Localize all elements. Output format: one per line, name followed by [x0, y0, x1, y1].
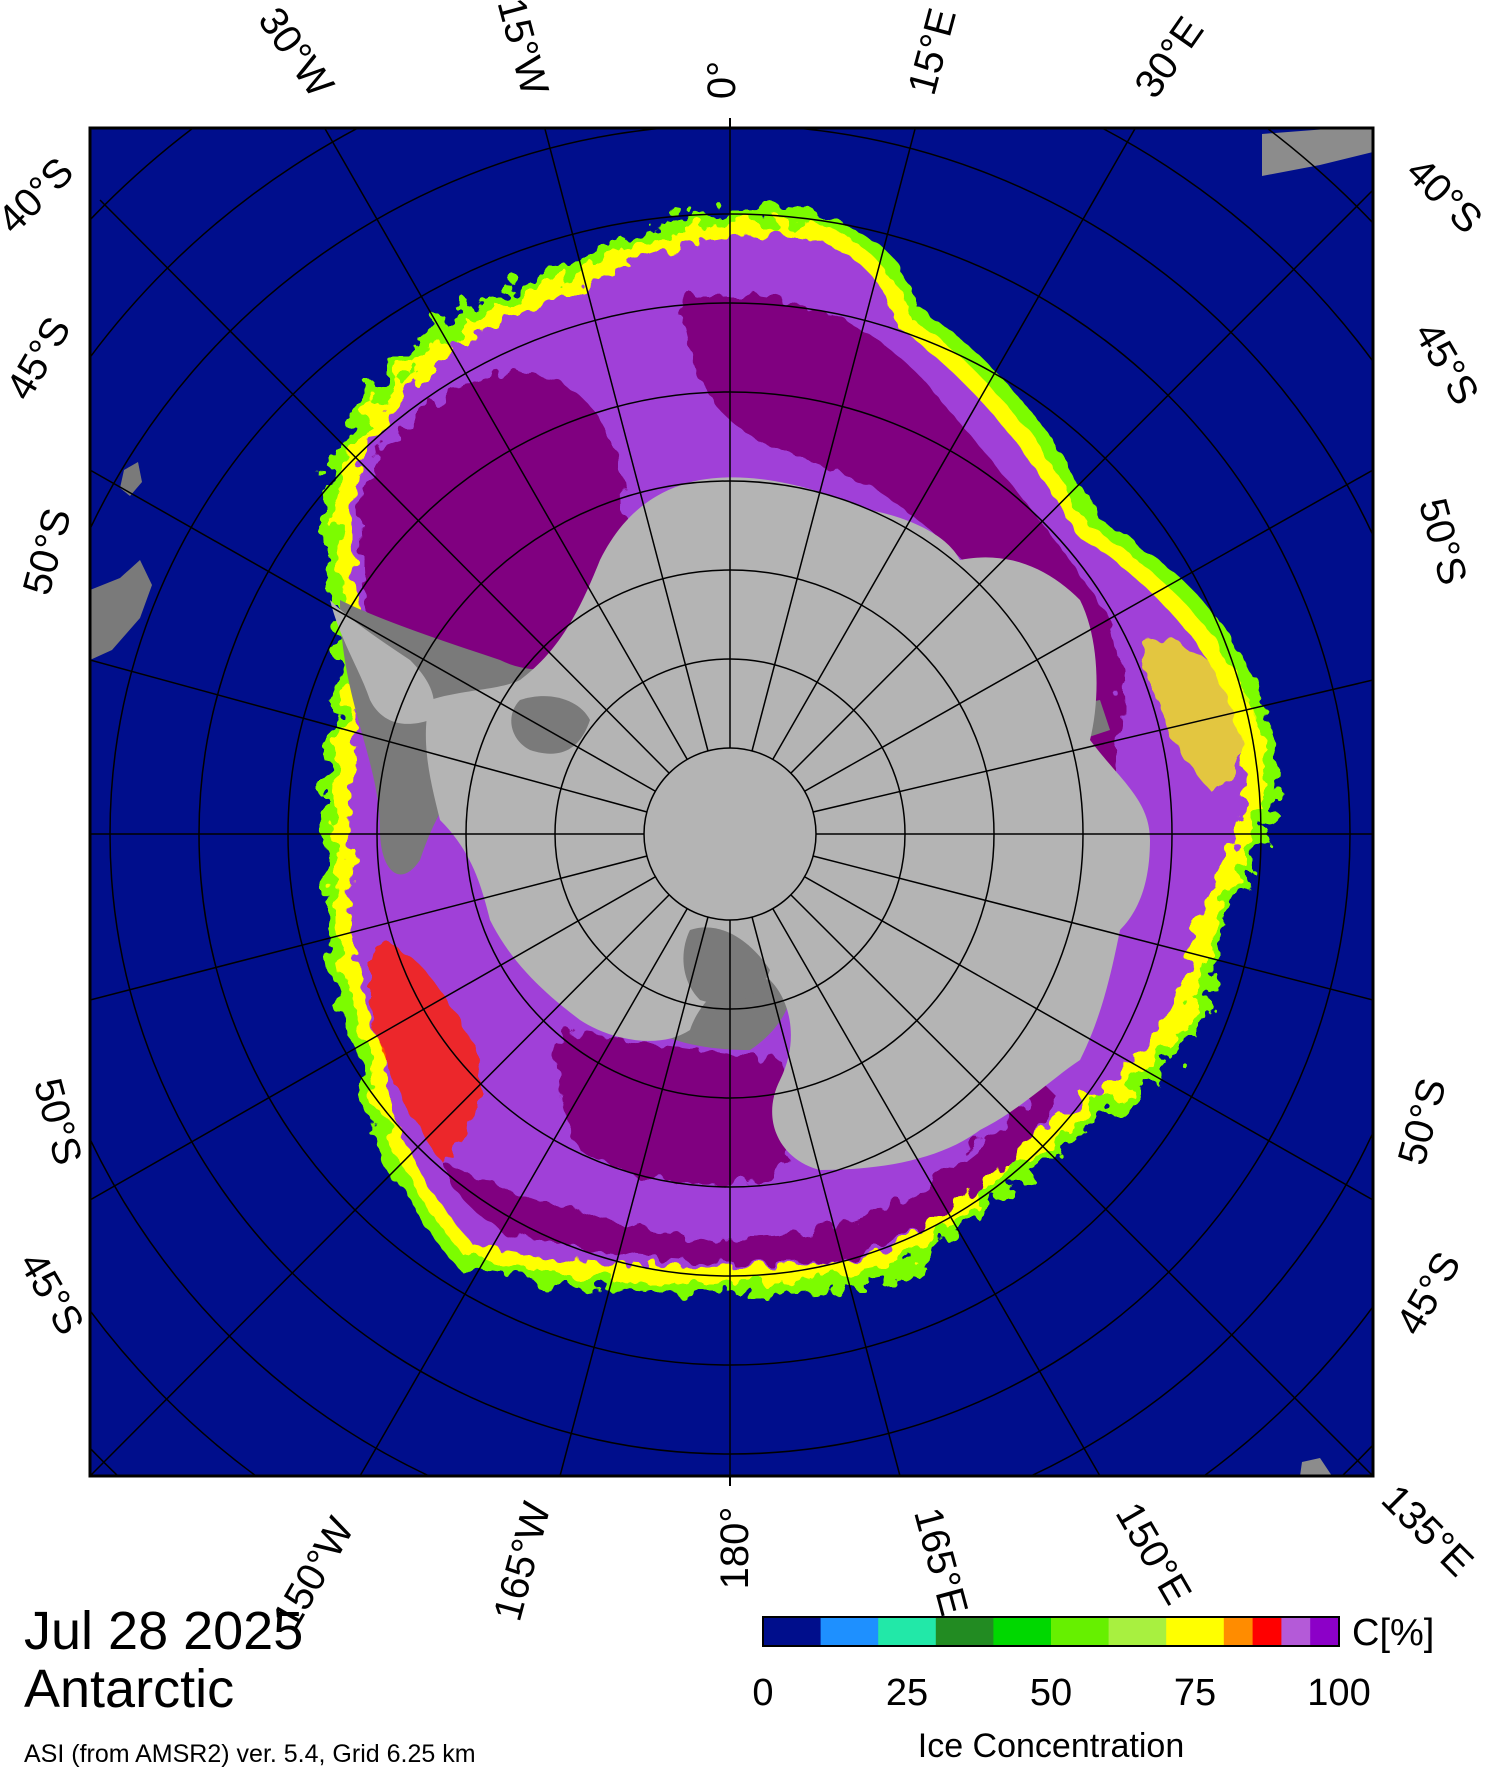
colorbar-tick-75: 75 [1174, 1672, 1216, 1714]
colorbar [763, 1617, 1340, 1646]
colorbar-bin-3 [878, 1617, 937, 1646]
ross-ice-shelf-inner [683, 927, 770, 1004]
sea-ice-dense-south [440, 1080, 1060, 1264]
map-date: Jul 28 2025 [24, 1601, 304, 1661]
colorbar-tick-0: 0 [752, 1672, 773, 1714]
south-america-tip-land [1262, 128, 1373, 176]
colorbar-bin-0 [763, 1617, 822, 1646]
colorbar-bin-6 [1051, 1617, 1110, 1646]
south-georgia-land [90, 560, 152, 660]
lat-label-right-50s-top: 50°S [1410, 494, 1475, 590]
colorbar-bin-2 [849, 1617, 879, 1646]
lat-label-right-40s-top: 40°S [1398, 149, 1488, 242]
colorbar-bin-9 [1223, 1617, 1254, 1646]
colorbar-unit-label: C[%] [1352, 1612, 1434, 1654]
lon-label-top-30e: 30°E [1126, 9, 1212, 106]
colorbar-tick-25: 25 [886, 1672, 928, 1714]
colorbar-bin-12 [1310, 1617, 1340, 1646]
lon-label-top-30w: 30°W [249, 0, 342, 106]
sea-ice-dense-east [680, 294, 1121, 840]
lon-label-bottom-165w: 165°W [486, 1498, 560, 1626]
lat-label-left-50s-bottom: 50°S [25, 1074, 90, 1170]
colorbar-frame [762, 1616, 1340, 1647]
colorbar-title: Ice Concentration [918, 1727, 1185, 1765]
map-frame [88, 126, 1375, 1478]
colorbar-bin-1 [820, 1617, 850, 1646]
antarctic-peninsula-land [330, 600, 434, 724]
colorbar-bin-7 [1108, 1617, 1167, 1646]
tasmania-land [1300, 1458, 1332, 1476]
weddell-shelf-inner [511, 696, 590, 754]
colorbar-bin-11 [1281, 1617, 1311, 1646]
lon-label-bottom-135e: 135°E [1373, 1477, 1481, 1585]
sea-ice-dense-ross [558, 1030, 794, 1184]
lon-label-top-15e: 15°E [900, 4, 965, 100]
colorbar-tick-100: 100 [1307, 1672, 1370, 1714]
lon-label-bottom-150e: 150°E [1107, 1495, 1200, 1612]
lat-label-left-40s-top: 40°S [0, 149, 82, 242]
lon-label-top-0: 0° [700, 61, 744, 99]
sea-ice-low-conc-east [1140, 638, 1253, 790]
lon-label-bottom-180: 180° [713, 1507, 757, 1590]
colorbar-bin-8 [1166, 1617, 1225, 1646]
sea-ice-dense-weddell [360, 370, 626, 700]
lon-label-bottom-165e: 165°E [905, 1503, 976, 1620]
source-note: ASI (from AMSR2) ver. 5.4, Grid 6.25 km [24, 1740, 476, 1768]
lat-label-right-45s-top: 45°S [1405, 315, 1487, 412]
colorbar-bin-10 [1252, 1617, 1282, 1646]
antarctica-land [425, 477, 1150, 1170]
lat-label-left-45s-top: 45°S [0, 310, 80, 407]
lat-label-right-50s-bottom: 50°S [1390, 1074, 1455, 1170]
lat-label-left-45s-bottom: 45°S [10, 1245, 92, 1342]
lat-label-left-50s-top: 50°S [15, 504, 80, 600]
colorbar-bin-5 [993, 1617, 1052, 1646]
colorbar-bin-4 [935, 1617, 994, 1646]
map-region: Antarctic [24, 1659, 235, 1719]
lat-label-right-45s-bottom: 45°S [1388, 1245, 1470, 1342]
graticule [90, 128, 1373, 1476]
lon-label-top-15w: 15°W [489, 0, 557, 100]
colorbar-tick-50: 50 [1030, 1672, 1072, 1714]
falkland-islands-land [120, 462, 142, 496]
sea-ice-low-conc-amundsen [370, 945, 479, 1160]
